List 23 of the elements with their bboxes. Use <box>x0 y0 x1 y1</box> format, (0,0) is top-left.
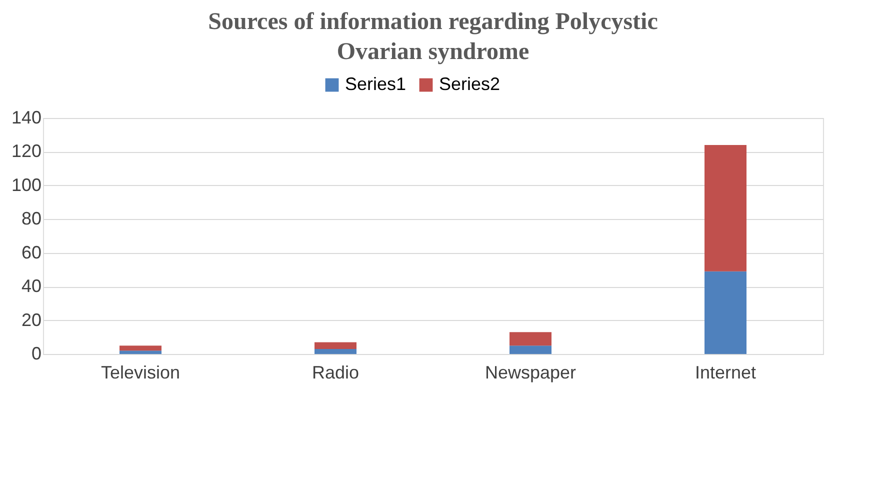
bar <box>120 346 162 351</box>
y-tick-label: 140 <box>11 108 42 128</box>
x-tick-label: Internet <box>694 362 756 382</box>
bar <box>704 271 746 354</box>
y-tick-label: 100 <box>11 174 42 195</box>
chart-title: Sources of information regarding Polycystic Ovarian syndrome <box>208 9 658 65</box>
y-tick-label: 80 <box>21 208 42 229</box>
x-tick-label: Newspaper <box>484 362 576 382</box>
y-tick-label: 120 <box>11 141 42 162</box>
y-tick-label: 20 <box>21 310 42 330</box>
legend-label: Series2 <box>439 74 500 94</box>
bar <box>510 332 552 346</box>
bar <box>120 350 162 354</box>
y-tick-label: 0 <box>31 344 42 364</box>
legend-label: Series1 <box>345 74 406 94</box>
y-tick-label: 60 <box>21 242 42 262</box>
x-tick-label: Radio <box>312 362 360 382</box>
bar <box>314 342 356 349</box>
bar <box>704 144 746 272</box>
y-tick-label: 40 <box>21 276 42 296</box>
x-tick-label: Television <box>100 362 180 382</box>
bar <box>314 348 356 354</box>
bar <box>510 346 552 354</box>
